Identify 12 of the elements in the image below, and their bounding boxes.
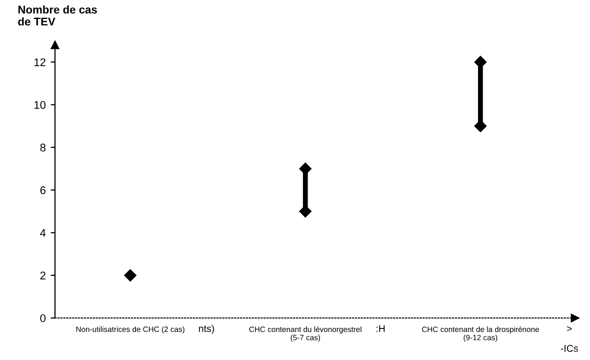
y-tick-label: 6 bbox=[40, 186, 46, 194]
text: :H bbox=[376, 325, 385, 332]
y-tick-label: 2 bbox=[40, 272, 46, 280]
y-axis-title: Nombre de cas de TEV bbox=[18, 5, 97, 26]
y-tick-label: 8 bbox=[40, 144, 46, 152]
text: > bbox=[566, 326, 572, 332]
text: nts) bbox=[199, 324, 214, 334]
y-tick-label: 10 bbox=[34, 100, 46, 109]
text: -ICs bbox=[560, 344, 578, 352]
y-tick-label: 4 bbox=[40, 229, 46, 237]
y-tick-label: 12 bbox=[34, 58, 46, 66]
y-tick-label: 0 bbox=[40, 314, 46, 322]
